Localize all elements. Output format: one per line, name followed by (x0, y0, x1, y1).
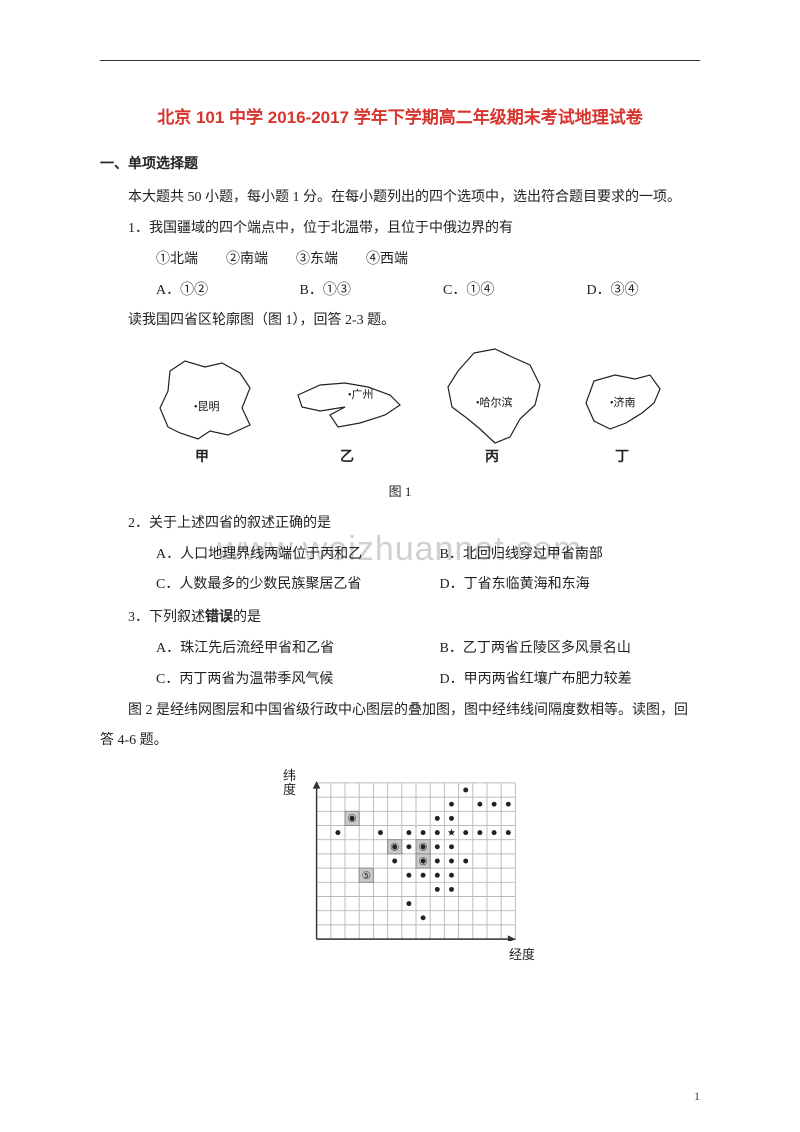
q2-stem: 2．关于上述四省的叙述正确的是 (100, 509, 700, 540)
scatter-grid: ①②③④⑤ (311, 781, 521, 941)
q3-options-row1: A．珠江先后流经甲省和乙省 B．乙丁两省丘陵区多风景名山 (100, 634, 700, 665)
page-number: 1 (694, 1089, 700, 1104)
province-c: •哈尔滨 (440, 347, 550, 447)
province-d-label: 丁 (615, 443, 629, 474)
q2-option-c: C．人数最多的少数民族聚居乙省 (128, 570, 408, 601)
province-a-city: •昆明 (194, 395, 220, 419)
figure-1: •昆明 甲 •广州 乙 •哈尔滨 丙 •济南 丁 (100, 343, 700, 478)
lon-axis-label: 经度 (509, 941, 535, 970)
fig1-lead: 读我国四省区轮廓图（图 1），回答 2-3 题。 (100, 306, 700, 337)
q3-stem-pre: 3．下列叙述 (128, 610, 205, 625)
q3-option-a: A．珠江先后流经甲省和乙省 (128, 634, 408, 665)
province-d-city: •济南 (610, 391, 636, 415)
q3-stem: 3．下列叙述错误的是 (100, 601, 700, 634)
q2-option-b: B．北回归线穿过甲省南部 (412, 540, 603, 571)
fig2-lead: 图 2 是经纬网图层和中国省级行政中心图层的叠加图，图中经纬线间隔度数相等。读图… (100, 696, 700, 758)
svg-text:⑤: ⑤ (362, 871, 371, 882)
province-a: •昆明 (150, 353, 260, 443)
figure-1-caption: 图 1 (100, 478, 700, 507)
q2-option-a: A．人口地理界线两端位于丙和乙 (128, 540, 408, 571)
lat-axis-label: 纬度 (283, 769, 299, 798)
province-b-city: •广州 (348, 383, 374, 407)
q3-options-row2: C．丙丁两省为温带季风气候 D．甲丙两省红壤广布肥力较差 (100, 665, 700, 696)
page-title: 北京 101 中学 2016-2017 学年下学期高二年级期末考试地理试卷 (100, 99, 700, 136)
q2-options-row1: A．人口地理界线两端位于丙和乙 B．北回归线穿过甲省南部 (100, 540, 700, 571)
q1-options: A．①② B．①③ C．①④ D．③④ (100, 276, 700, 307)
province-d: •济南 (580, 371, 665, 436)
q3-option-c: C．丙丁两省为温带季风气候 (128, 665, 408, 696)
q1-option-b: B．①③ (272, 276, 412, 307)
q1-stem: 1．我国疆域的四个端点中，位于北温带，且位于中俄边界的有 (100, 214, 700, 245)
province-a-label: 甲 (195, 443, 209, 474)
q1-option-d: D．③④ (559, 276, 639, 307)
q2-option-d: D．丁省东临黄海和东海 (412, 570, 590, 601)
province-c-label: 丙 (485, 443, 499, 474)
province-c-city: •哈尔滨 (476, 391, 513, 415)
instructions-text: 本大题共 50 小题，每小题 1 分。在每小题列出的四个选项中，选出符合题目要求… (100, 183, 700, 214)
province-b: •广州 (290, 375, 410, 435)
section-1-heading: 一、单项选择题 (100, 148, 700, 179)
q3-option-b: B．乙丁两省丘陵区多风景名山 (412, 634, 631, 665)
q3-stem-post: 的是 (233, 610, 261, 625)
q3-option-d: D．甲丙两省红壤广布肥力较差 (412, 665, 632, 696)
exam-page: 北京 101 中学 2016-2017 学年下学期高二年级期末考试地理试卷 一、… (0, 0, 800, 1009)
q1-items: ①北端 ②南端 ③东端 ④西端 (100, 245, 700, 276)
q1-option-a: A．①② (128, 276, 268, 307)
top-rule (100, 60, 700, 61)
figure-2: 纬度 ①②③④⑤ 经度 (265, 769, 535, 969)
q2-options-row2: C．人数最多的少数民族聚居乙省 D．丁省东临黄海和东海 (100, 570, 700, 601)
q3-stem-error-word: 错误 (205, 608, 233, 624)
q1-option-c: C．①④ (415, 276, 555, 307)
province-b-label: 乙 (340, 443, 354, 474)
